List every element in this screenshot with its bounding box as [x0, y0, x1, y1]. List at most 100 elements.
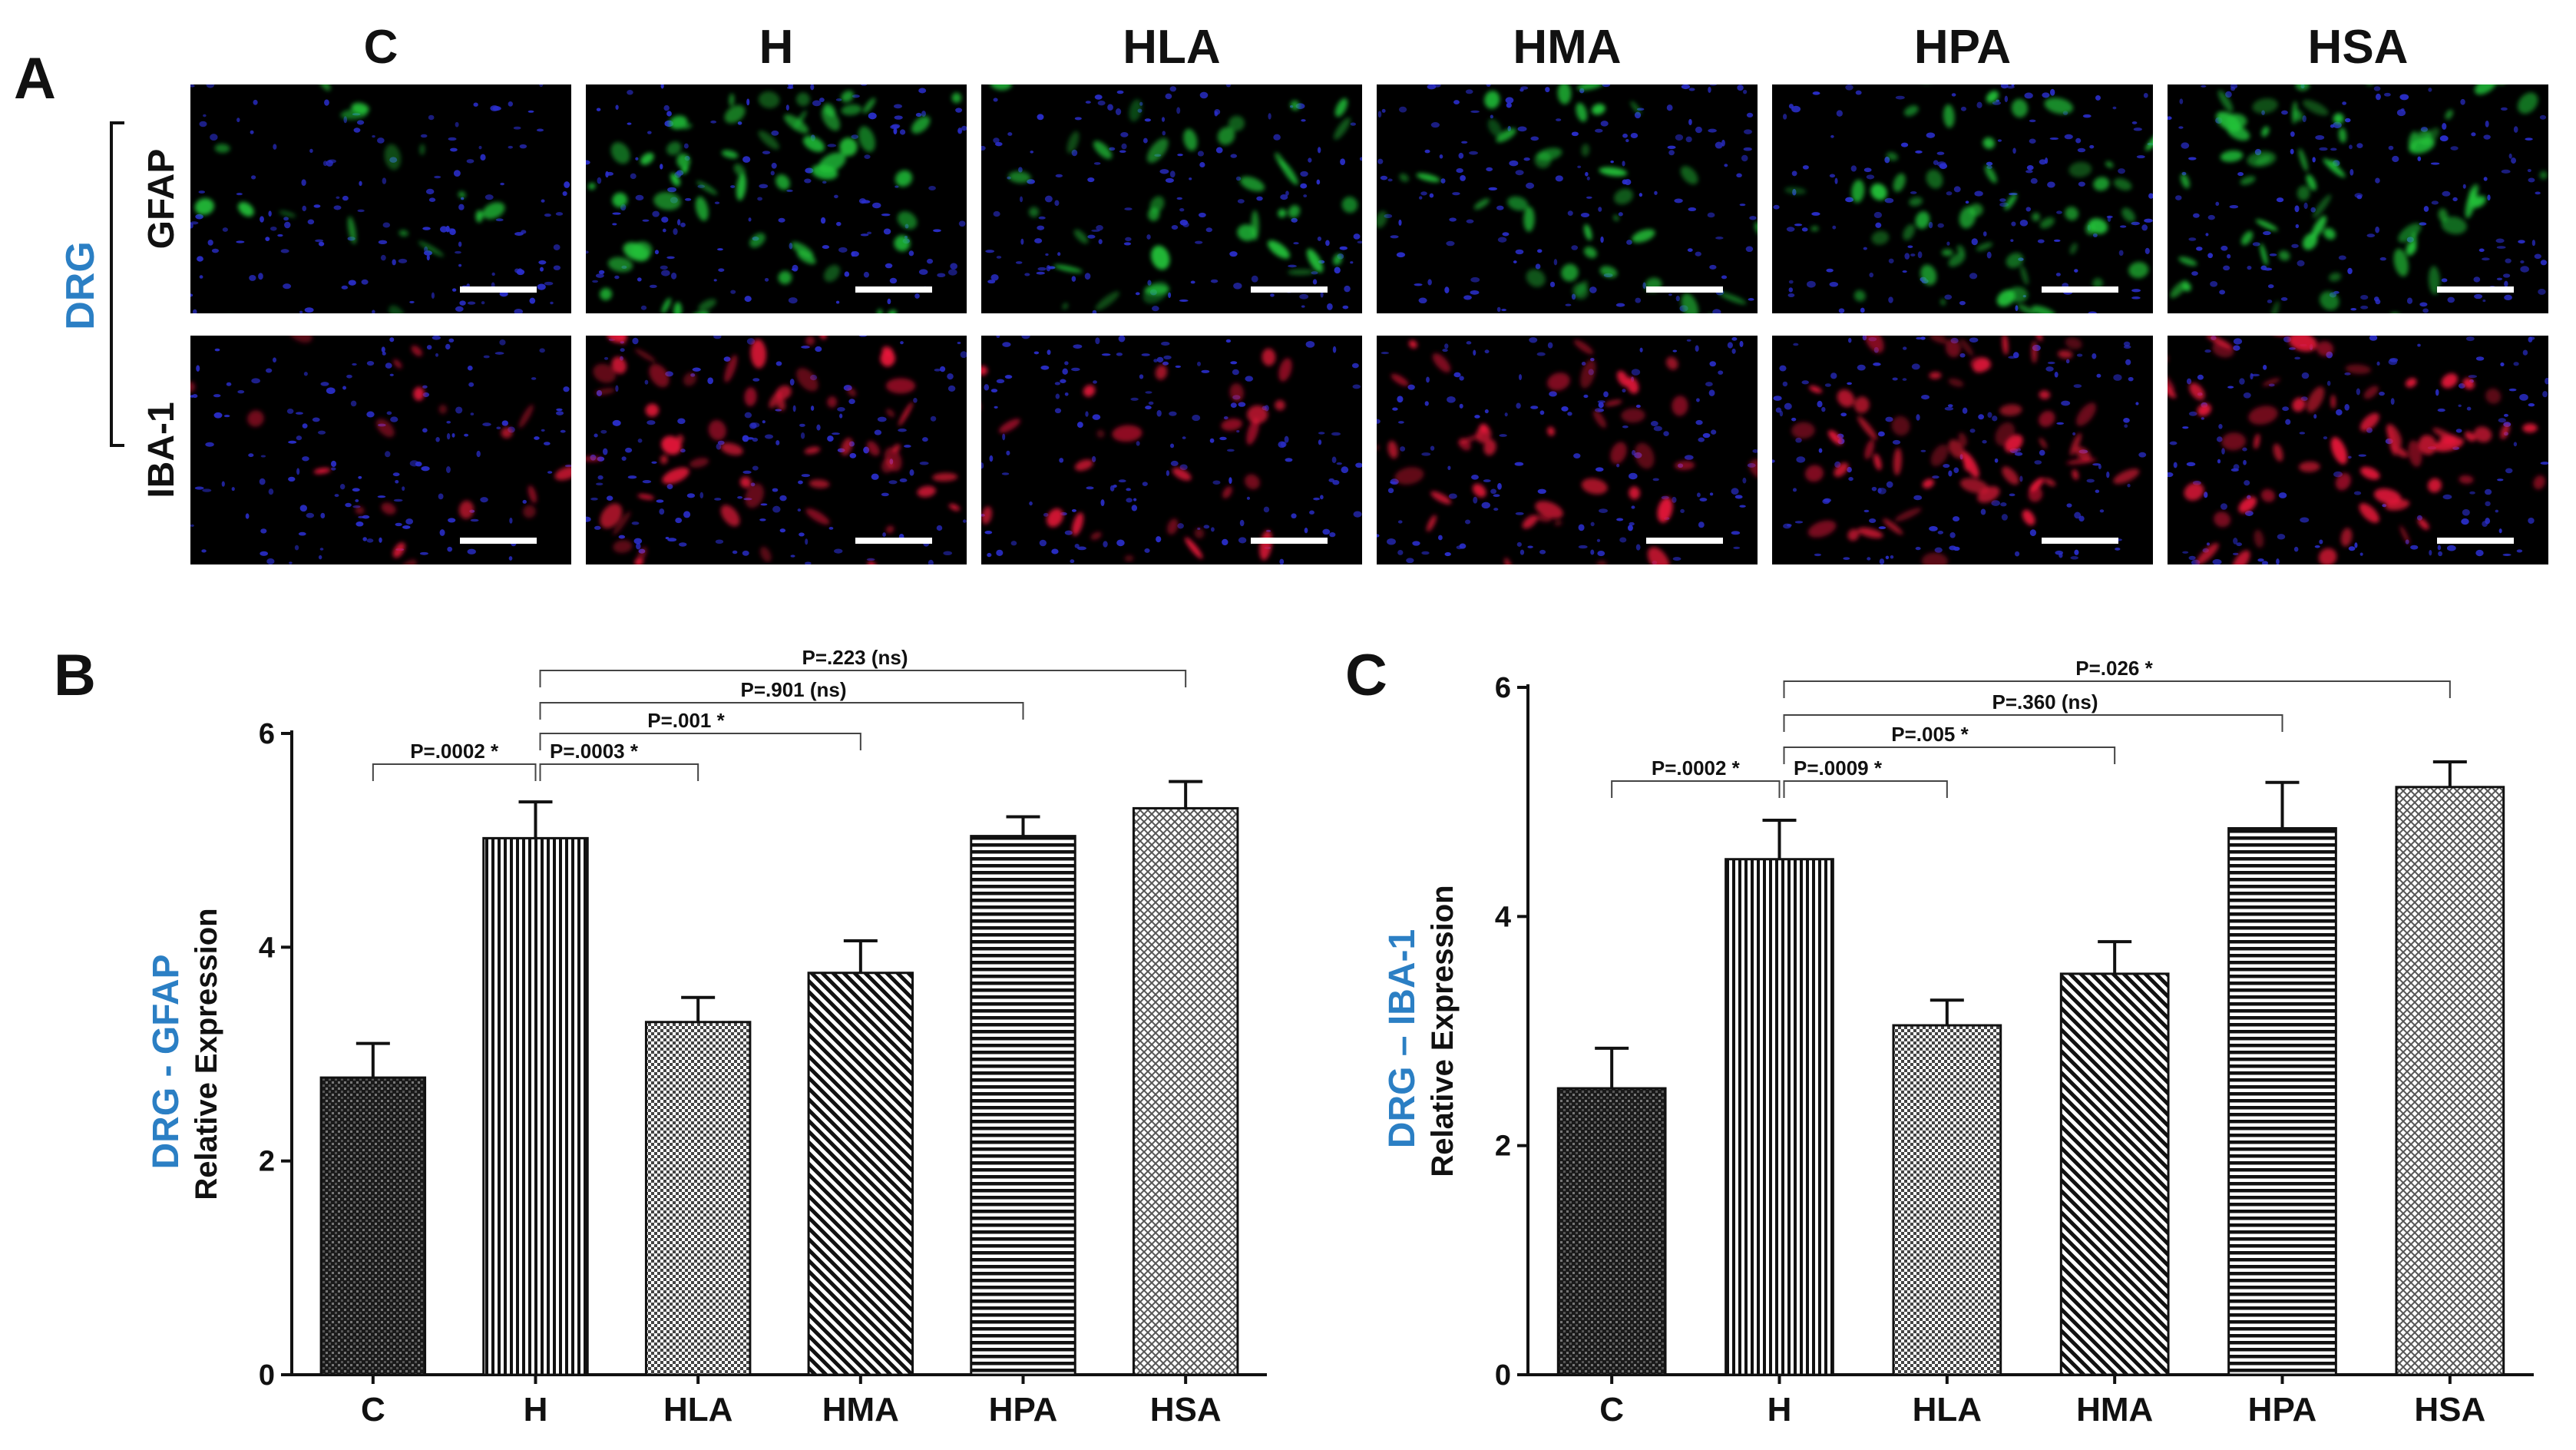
significance-bracket — [372, 763, 537, 781]
significance-label: P=.005 * — [1891, 723, 1969, 746]
significance-label: P=.360 (ns) — [1992, 690, 2098, 713]
significance-bracket — [1783, 680, 2451, 698]
micrograph-tile — [586, 336, 967, 564]
scale-bar — [460, 538, 537, 544]
scale-bar — [1251, 538, 1328, 544]
x-tick-label: H — [524, 1391, 548, 1428]
x-tick-label: HPA — [2248, 1391, 2317, 1428]
bar-c — [319, 1076, 427, 1376]
x-tick-label: HMA — [2076, 1391, 2153, 1428]
micrograph-tile — [1377, 84, 1758, 313]
y-tick-label: 0 — [259, 1359, 275, 1392]
column-header: C — [364, 21, 398, 74]
column-header: HLA — [1123, 21, 1220, 74]
y-tick-label: 4 — [259, 932, 275, 964]
x-tick-label: HPA — [989, 1391, 1058, 1428]
y-axis-region-label: DRG – IBA-1 — [1382, 929, 1423, 1148]
y-axis-label: Relative Expression — [1426, 885, 1460, 1177]
micrograph-grid — [190, 84, 2548, 564]
bar-hma — [2059, 972, 2170, 1376]
scale-bar — [1646, 538, 1723, 544]
bar-hpa — [2227, 826, 2337, 1376]
micrograph-tile — [981, 84, 1362, 313]
x-tick-label: HMA — [822, 1391, 899, 1428]
y-tick-label: 0 — [1495, 1359, 1511, 1392]
panel-letter-c: C — [1345, 643, 1387, 708]
scale-bar — [1646, 286, 1723, 293]
row-label: IBA-1 — [141, 402, 182, 498]
y-tick-label: 4 — [1495, 901, 1511, 933]
panel-letter-a: A — [14, 46, 56, 111]
y-tick-label: 2 — [259, 1146, 275, 1178]
x-tick-label: H — [1767, 1391, 1792, 1428]
bar-c — [1556, 1087, 1667, 1376]
row-labels: GFAP IBA-1 — [141, 149, 182, 498]
column-header: H — [759, 21, 794, 74]
scale-bar — [855, 538, 932, 544]
scale-bar — [460, 286, 537, 293]
micrograph-tile — [1377, 336, 1758, 564]
significance-label: P=.026 * — [2075, 657, 2153, 680]
column-header: HSA — [2308, 21, 2409, 74]
significance-bracket — [1783, 780, 1948, 798]
micrograph-tile — [981, 336, 1362, 564]
significance-bracket — [1783, 747, 2116, 764]
panel-letter-b: B — [54, 643, 96, 708]
scale-bar — [2437, 286, 2514, 293]
scale-bar — [2042, 538, 2118, 544]
y-tick-label: 6 — [1495, 672, 1511, 704]
y-axis-region-label: DRG - GFAP — [146, 954, 187, 1169]
bar-hsa — [1132, 806, 1239, 1376]
significance-label: P=.0003 * — [550, 740, 639, 763]
significance-label: P=.0002 * — [410, 740, 499, 763]
significance-label: P=.901 (ns) — [740, 678, 846, 701]
micrograph-tile — [1772, 84, 2153, 313]
x-tick-label: C — [361, 1391, 385, 1428]
region-label-drg: DRG — [58, 241, 103, 330]
significance-bracket — [1611, 780, 1781, 798]
significance-bracket — [539, 702, 1024, 720]
x-tick-label: HLA — [1913, 1391, 1982, 1428]
micrograph-tile — [190, 336, 571, 564]
scale-bar — [2437, 538, 2514, 544]
column-headers: C H HLA HMA HPA HSA — [364, 21, 2409, 74]
micrograph-tile — [2168, 336, 2548, 564]
y-tick-label: 2 — [1495, 1131, 1511, 1163]
scale-bar — [2042, 286, 2118, 293]
bar-hsa — [2395, 786, 2505, 1376]
scale-bar — [1251, 286, 1328, 293]
row-label: GFAP — [141, 149, 182, 250]
y-axis-label: Relative Expression — [190, 908, 223, 1200]
region-bracket — [110, 121, 124, 447]
significance-label: P=.001 * — [647, 709, 725, 732]
significance-label: P=.223 (ns) — [802, 646, 908, 669]
x-tick-label: HLA — [663, 1391, 732, 1428]
micrograph-tile — [190, 84, 571, 313]
bar-hla — [644, 1021, 752, 1376]
y-tick-label: 6 — [259, 718, 275, 750]
x-tick-label: C — [1599, 1391, 1624, 1428]
significance-bracket — [539, 733, 861, 750]
bar-hla — [1892, 1024, 2002, 1376]
significance-label: P=.0009 * — [1794, 756, 1883, 780]
panel-a-micrographs: A C H HLA HMA HPA HSA DRG GFAP IBA-1 — [14, 21, 2548, 564]
significance-bracket — [539, 670, 1187, 687]
bar-hpa — [970, 835, 1076, 1376]
x-tick-label: HSA — [1150, 1391, 1222, 1428]
micrograph-tile — [586, 84, 967, 313]
column-header: HPA — [1914, 21, 2011, 74]
micrograph-tile — [1772, 336, 2153, 564]
scale-bar — [855, 286, 932, 293]
bar-h — [1724, 858, 1834, 1376]
significance-bracket — [539, 763, 699, 781]
micrograph-tile — [2168, 84, 2548, 313]
significance-label: P=.0002 * — [1652, 756, 1741, 780]
column-header: HMA — [1513, 21, 1621, 74]
bar-hma — [807, 972, 914, 1376]
significance-bracket — [1783, 714, 2283, 732]
bar-h — [482, 836, 589, 1376]
x-tick-label: HSA — [2414, 1391, 2485, 1428]
